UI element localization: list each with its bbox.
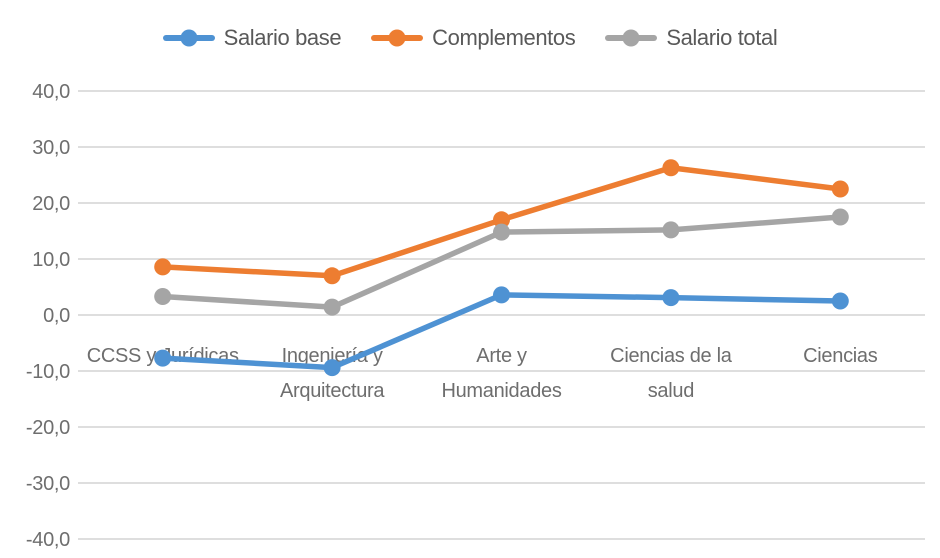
legend-label: Salario total — [666, 25, 778, 50]
y-tick-label--10: -10,0 — [26, 361, 70, 383]
data-point-complementos-0 — [154, 258, 172, 276]
data-point-salario-base-2 — [493, 286, 510, 304]
legend-marker-line-dot-gray — [605, 29, 658, 47]
x-category-label-4: Ciencias — [803, 345, 878, 367]
legend-item-complementos[interactable]: Complementos — [371, 25, 576, 51]
data-point-salario-total-1 — [323, 298, 341, 316]
legend-marker-line-dot-orange — [371, 29, 424, 47]
data-point-salario-total-4 — [831, 208, 849, 226]
y-tick-label-20: 20,0 — [32, 193, 70, 215]
legend-label: Salario base — [223, 25, 342, 50]
legend-item-salario-base[interactable]: Salario base — [162, 25, 342, 51]
data-point-salario-base-3 — [662, 289, 680, 307]
data-point-salario-total-2 — [493, 223, 510, 241]
data-point-complementos-2 — [493, 211, 510, 229]
y-tick-label-0: 0,0 — [43, 305, 70, 327]
legend-item-salario-total[interactable]: Salario total — [605, 25, 778, 51]
x-category-label-3: Ciencias de la salud — [610, 345, 733, 402]
y-tick-label--30: -30,0 — [26, 473, 70, 495]
data-point-salario-total-0 — [154, 288, 172, 306]
chart-legend: Salario base Complementos Salario total — [0, 20, 940, 56]
y-tick-label-10: 10,0 — [32, 249, 70, 271]
data-point-complementos-3 — [662, 159, 680, 177]
data-point-salario-base-4 — [831, 292, 849, 310]
legend-marker-line-dot-blue — [162, 29, 215, 47]
data-point-complementos-4 — [831, 180, 849, 198]
data-point-salario-base-0 — [154, 349, 172, 367]
x-category-label-1: Ingeniería y Arquitectura — [280, 345, 385, 402]
y-tick-label--20: -20,0 — [26, 417, 70, 439]
y-tick-label-30: 30,0 — [32, 137, 70, 159]
x-category-label-2: Arte y Humanidades — [441, 345, 561, 402]
data-point-salario-base-1 — [323, 359, 341, 377]
legend-label: Complementos — [432, 25, 576, 50]
y-tick-label-40: 40,0 — [32, 81, 70, 103]
y-tick-label--40: -40,0 — [26, 529, 70, 551]
data-point-complementos-1 — [323, 267, 341, 285]
data-point-salario-total-3 — [662, 221, 680, 239]
